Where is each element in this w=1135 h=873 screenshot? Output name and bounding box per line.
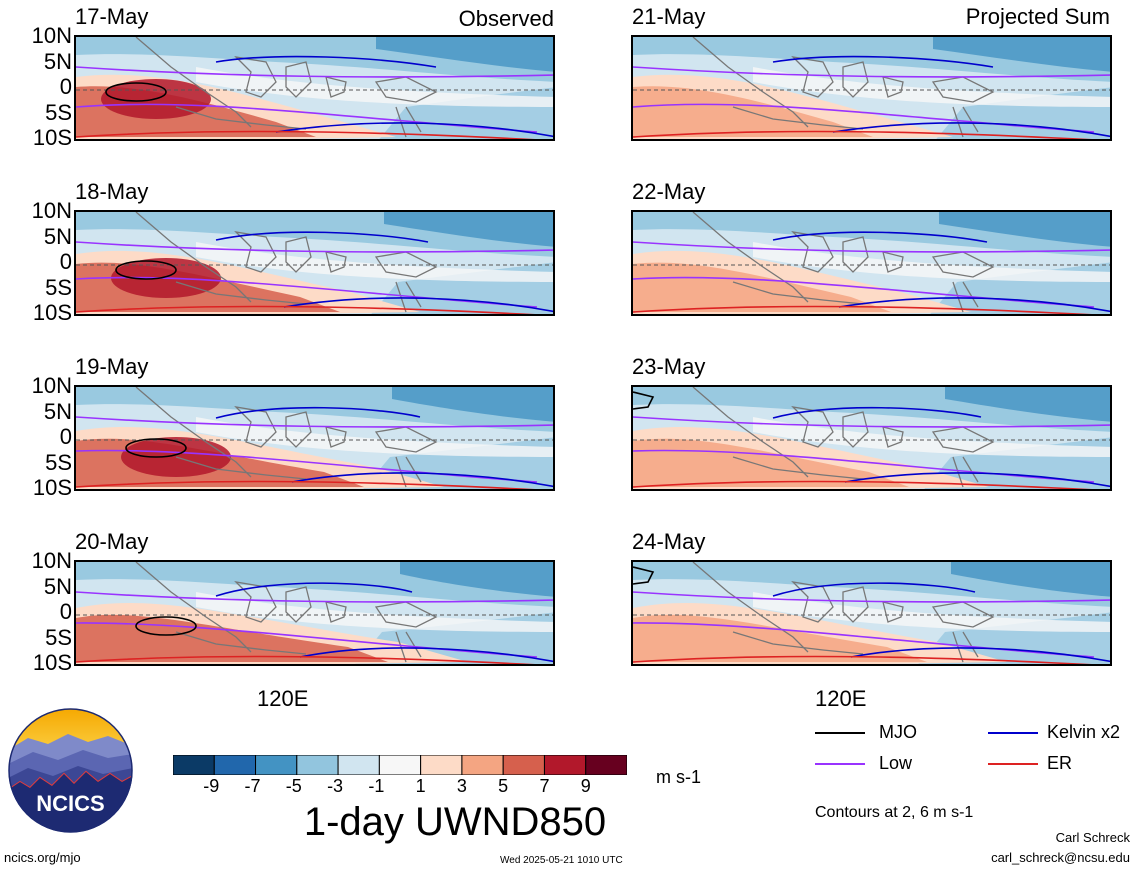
lat-tick-label: 10N [31,548,72,573]
projected-label: Projected Sum [965,4,1110,29]
lon-label-right: 120E [815,686,867,711]
uwnd-map-observed-1 [74,210,555,316]
ncics-logo: NCICS [8,708,133,833]
lat-tick-label: 5S [45,449,72,475]
lat-tick-label: 5N [43,398,72,424]
lat-tick-label: 10S [32,650,72,675]
contours-note: Contours at 2, 6 m s-1 [815,804,974,821]
lat-tick-label: 0 [59,424,72,449]
colorbar-box [296,754,339,776]
lat-tick-label: 10N [31,198,72,223]
footer-timestamp: Wed 2025-05-21 1010 UTC [500,855,623,866]
colorbar-tick-label: 9 [580,776,591,796]
colorbar-box [543,754,587,776]
lat-tick-label: 5N [43,48,72,74]
legend-label-er: ER [1047,753,1073,773]
lat-tick-label: 10S [32,125,72,150]
colorbar-tick-label: 3 [456,776,467,796]
lat-tick-label: 0 [59,74,72,99]
lat-tick-label: 10S [32,300,72,325]
panel-date-observed-3: 20-May [75,529,149,554]
legend-line-kelvin [988,732,1038,734]
observed-label: Observed [458,6,554,31]
uwnd-map-projected-1 [631,210,1112,316]
legend-line-mjo [815,732,865,734]
legend-line-low [815,763,865,765]
lat-tick-label: 10S [32,475,72,500]
uwnd-map-observed-0 [74,35,555,141]
panel-date-projected-0: 21-May [632,4,706,29]
colorbar-box [420,754,463,776]
colorbar [172,754,628,780]
lat-tick-label: 5S [45,624,72,650]
panel-date-projected-1: 22-May [632,179,706,204]
lat-tick-label: 0 [59,249,72,274]
panel-date-projected-3: 24-May [632,529,706,554]
lat-tick-label: 10N [31,23,72,48]
colorbar-title: 1-day UWND850 [303,800,607,844]
colorbar-tick-label: 7 [539,776,550,796]
panel-date-observed-1: 18-May [75,179,149,204]
colorbar-box [585,754,628,776]
logo-text: NCICS [36,791,104,816]
colorbar-tick-label: -3 [327,776,344,796]
colorbar-box [337,754,380,776]
colorbar-tick-label: 5 [498,776,509,796]
panel-date-observed-2: 19-May [75,354,149,379]
uwnd-map-projected-0 [631,35,1112,141]
uwnd-map-observed-2 [74,385,555,491]
legend-line-er [988,763,1038,765]
lat-tick-label: 5S [45,274,72,300]
lat-tick-label: 5N [43,223,72,249]
legend-label-kelvin: Kelvin x2 [1047,722,1121,742]
colorbar-units: m s-1 [656,767,701,787]
panel-date-projected-2: 23-May [632,354,706,379]
footer-author: Carl Schreck [1055,830,1130,845]
colorbar-box [255,754,298,776]
uwnd-map-projected-2 [631,385,1112,491]
legend-label-mjo: MJO [879,722,917,742]
colorbar-box [172,754,215,776]
colorbar-tick-label: -5 [285,776,302,796]
lon-label-left: 120E [257,686,309,711]
colorbar-tick-label: 1 [415,776,426,796]
colorbar-box [378,754,422,776]
footer-url: ncics.org/mjo [4,850,81,865]
footer-email: carl_schreck@ncsu.edu [991,850,1130,865]
panel-date-observed-0: 17-May [75,4,149,29]
colorbar-box [213,754,257,776]
lat-tick-label: 5S [45,99,72,125]
colorbar-tick-label: -9 [203,776,220,796]
lat-tick-label: 10N [31,373,72,398]
colorbar-boxes [172,754,628,776]
uwnd-map-observed-3 [74,560,555,666]
lat-tick-label: 5N [43,573,72,599]
legend-label-low: Low [879,753,913,773]
colorbar-box [502,754,545,776]
colorbar-tick-label: -1 [368,776,385,796]
colorbar-tick-label: -7 [244,776,261,796]
uwnd-map-projected-3 [631,560,1112,666]
colorbar-box [461,754,504,776]
lat-tick-label: 0 [59,599,72,624]
